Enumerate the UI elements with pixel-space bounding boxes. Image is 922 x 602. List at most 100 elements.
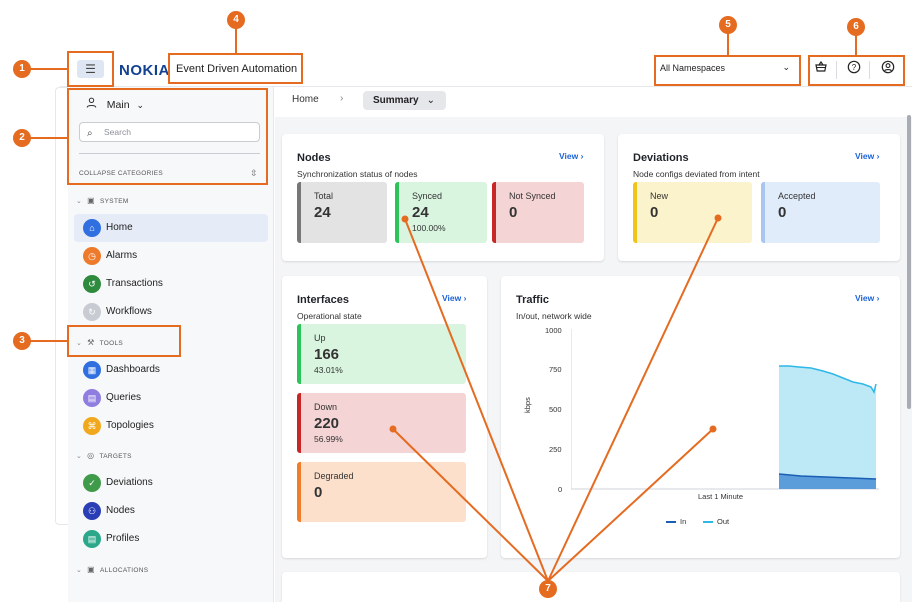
callout-line bbox=[30, 68, 67, 70]
tile-label: Not Synced bbox=[509, 191, 556, 201]
y-tick: 1000 bbox=[545, 326, 562, 335]
tile-accepted[interactable]: Accepted 0 bbox=[761, 182, 880, 243]
leader-dot bbox=[401, 215, 409, 223]
wrench-icon: ⚒ bbox=[87, 338, 95, 347]
category-label: SYSTEM bbox=[100, 198, 129, 205]
tile-total[interactable]: Total 24 bbox=[297, 182, 387, 243]
category-targets[interactable]: ⌄ ◎ TARGETS bbox=[76, 451, 132, 460]
callout-line bbox=[30, 340, 67, 342]
x-axis-label: Last 1 Minute bbox=[698, 492, 744, 501]
next-card bbox=[282, 572, 900, 602]
view-label: View bbox=[855, 151, 875, 161]
traffic-card: Traffic In/out, network wide View › 1000… bbox=[501, 276, 900, 558]
y-tick: 750 bbox=[549, 365, 562, 374]
sidebar-item-workflows[interactable]: ↻ Workflows bbox=[74, 298, 268, 326]
tile-percent: 56.99% bbox=[314, 434, 343, 444]
deviation-icon: ✓ bbox=[83, 474, 101, 492]
sidebar-item-nodes[interactable]: ⚇ Nodes bbox=[74, 497, 268, 525]
help-icon[interactable]: ? bbox=[844, 60, 864, 80]
home-icon: ⌂ bbox=[83, 219, 101, 237]
sidebar-item-label: Dashboards bbox=[106, 364, 160, 375]
context-label: Main bbox=[106, 99, 130, 111]
query-icon: ▤ bbox=[83, 389, 101, 407]
leader-dot bbox=[389, 425, 397, 433]
callout-box-3 bbox=[67, 325, 181, 357]
user-icon bbox=[86, 97, 100, 111]
tile-value: 0 bbox=[650, 204, 659, 221]
category-allocations[interactable]: ⌄ ▣ ALLOCATIONS bbox=[76, 565, 148, 574]
tile-label: Degraded bbox=[314, 471, 354, 481]
tile-value: 166 bbox=[314, 346, 340, 363]
tile-new[interactable]: New 0 bbox=[633, 182, 752, 243]
tile-value: 0 bbox=[509, 204, 518, 221]
view-label: View bbox=[442, 293, 462, 303]
sidebar-edge bbox=[55, 87, 69, 525]
tile-not-synced[interactable]: Not Synced 0 bbox=[492, 182, 584, 243]
breadcrumb-current[interactable]: Summary ⌄ bbox=[363, 91, 446, 110]
top-bar bbox=[60, 53, 912, 87]
leader-line bbox=[392, 428, 549, 582]
in-series-line bbox=[778, 473, 877, 480]
callout-badge: 4 bbox=[227, 11, 245, 29]
sidebar-item-home[interactable]: ⌂ Home bbox=[74, 214, 268, 242]
namespace-select[interactable]: All Namespaces ⌄ bbox=[660, 62, 790, 73]
category-label: TARGETS bbox=[99, 453, 132, 460]
context-select[interactable]: Main ⌄ bbox=[86, 97, 144, 111]
sidebar-item-profiles[interactable]: ▤ Profiles bbox=[74, 525, 268, 553]
sidebar-item-dashboards[interactable]: ▦ Dashboards bbox=[74, 356, 268, 384]
tile-percent: 43.01% bbox=[314, 365, 343, 375]
workflow-icon: ↻ bbox=[83, 303, 101, 321]
card-title: Traffic bbox=[516, 294, 550, 306]
category-system[interactable]: ⌄ ▣ SYSTEM bbox=[76, 196, 129, 205]
legend-label: In bbox=[680, 517, 687, 526]
sidebar-item-alarms[interactable]: ◷ Alarms bbox=[74, 242, 268, 270]
tile-percent: 100.00% bbox=[412, 223, 446, 233]
collapse-categories-button[interactable]: COLLAPSE CATEGORIES bbox=[79, 170, 163, 177]
sidebar-item-deviations[interactable]: ✓ Deviations bbox=[74, 469, 268, 497]
chevron-down-icon: ⌄ bbox=[76, 198, 83, 205]
card-title: Nodes bbox=[297, 152, 331, 164]
basket-icon[interactable] bbox=[811, 60, 831, 80]
deviations-card: Deviations Node configs deviated from in… bbox=[618, 134, 900, 261]
legend-swatch bbox=[703, 521, 713, 524]
sidebar-item-topologies[interactable]: ⌘ Topologies bbox=[74, 412, 268, 440]
category-tools[interactable]: ⌄ ⚒ TOOLS bbox=[76, 338, 123, 347]
profile-icon: ▤ bbox=[83, 530, 101, 548]
leader-line bbox=[404, 218, 549, 582]
nokia-logo: NOKIA bbox=[119, 62, 170, 79]
view-link[interactable]: View › bbox=[855, 151, 880, 161]
tile-down[interactable]: Down 220 56.99% bbox=[297, 393, 466, 453]
system-icon: ▣ bbox=[87, 196, 96, 205]
scrollbar[interactable] bbox=[907, 115, 911, 409]
legend-swatch bbox=[666, 521, 676, 524]
view-link[interactable]: View › bbox=[559, 151, 584, 161]
sidebar-item-label: Home bbox=[106, 222, 133, 233]
tile-label: Down bbox=[314, 402, 338, 412]
search-icon: ⌕ bbox=[87, 128, 93, 139]
view-link[interactable]: View › bbox=[855, 293, 880, 303]
legend-out[interactable]: Out bbox=[703, 517, 729, 526]
namespace-label: All Namespaces bbox=[660, 63, 726, 73]
svg-text:?: ? bbox=[852, 63, 857, 72]
sidebar-item-label: Transactions bbox=[106, 278, 163, 289]
category-label: TOOLS bbox=[99, 340, 124, 347]
sidebar-item-label: Workflows bbox=[106, 306, 152, 317]
legend-in[interactable]: In bbox=[666, 517, 686, 526]
category-label: ALLOCATIONS bbox=[100, 567, 149, 574]
tile-up[interactable]: Up 166 43.01% bbox=[297, 324, 466, 384]
tile-label: Accepted bbox=[778, 191, 816, 201]
callout-line bbox=[727, 33, 729, 55]
hamburger-icon[interactable]: ☰ bbox=[77, 60, 104, 78]
breadcrumb-home[interactable]: Home bbox=[292, 94, 319, 105]
sidebar-item-queries[interactable]: ▤ Queries bbox=[74, 384, 268, 412]
collapse-icon[interactable]: ⇳ bbox=[250, 168, 258, 178]
sidebar-item-transactions[interactable]: ↺ Transactions bbox=[74, 270, 268, 298]
app-name: Event Driven Automation bbox=[176, 63, 298, 75]
y-tick: 500 bbox=[549, 405, 562, 414]
dashboard-icon: ▦ bbox=[83, 361, 101, 379]
view-link[interactable]: View › bbox=[442, 293, 467, 303]
user-icon[interactable] bbox=[878, 60, 898, 80]
card-subtitle: Node configs deviated from intent bbox=[633, 169, 760, 179]
search-input[interactable]: ⌕ Search bbox=[79, 122, 260, 142]
